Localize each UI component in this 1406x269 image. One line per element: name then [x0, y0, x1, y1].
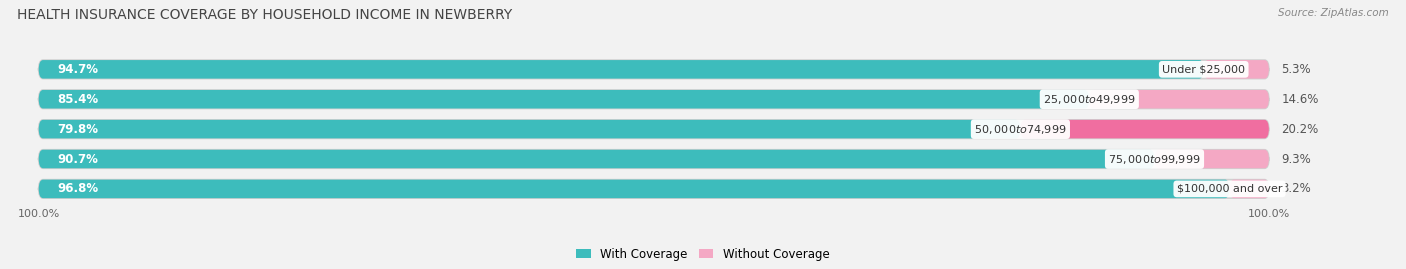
Text: 94.7%: 94.7%: [58, 63, 98, 76]
FancyBboxPatch shape: [39, 60, 1268, 79]
FancyBboxPatch shape: [1090, 90, 1268, 108]
Legend: With Coverage, Without Coverage: With Coverage, Without Coverage: [572, 243, 834, 265]
Text: Under $25,000: Under $25,000: [1163, 64, 1246, 74]
Text: $100,000 and over: $100,000 and over: [1177, 184, 1282, 194]
FancyBboxPatch shape: [39, 90, 1268, 108]
Text: HEALTH INSURANCE COVERAGE BY HOUSEHOLD INCOME IN NEWBERRY: HEALTH INSURANCE COVERAGE BY HOUSEHOLD I…: [17, 8, 512, 22]
FancyBboxPatch shape: [39, 120, 1021, 138]
Text: $25,000 to $49,999: $25,000 to $49,999: [1043, 93, 1136, 106]
FancyBboxPatch shape: [39, 150, 1268, 168]
Text: 5.3%: 5.3%: [1281, 63, 1310, 76]
FancyBboxPatch shape: [39, 180, 1229, 198]
FancyBboxPatch shape: [1154, 150, 1268, 168]
Text: 85.4%: 85.4%: [58, 93, 98, 106]
FancyBboxPatch shape: [1204, 60, 1268, 79]
Text: 3.2%: 3.2%: [1281, 182, 1310, 195]
FancyBboxPatch shape: [39, 150, 1154, 168]
Text: 100.0%: 100.0%: [1247, 209, 1291, 219]
Text: 90.7%: 90.7%: [58, 153, 98, 165]
Text: $50,000 to $74,999: $50,000 to $74,999: [974, 123, 1067, 136]
Text: 14.6%: 14.6%: [1281, 93, 1319, 106]
FancyBboxPatch shape: [39, 180, 1268, 198]
FancyBboxPatch shape: [39, 120, 1268, 138]
FancyBboxPatch shape: [39, 90, 1090, 108]
FancyBboxPatch shape: [1021, 120, 1268, 138]
Text: $75,000 to $99,999: $75,000 to $99,999: [1108, 153, 1201, 165]
Text: 100.0%: 100.0%: [17, 209, 60, 219]
Text: Source: ZipAtlas.com: Source: ZipAtlas.com: [1278, 8, 1389, 18]
Text: 9.3%: 9.3%: [1281, 153, 1310, 165]
Text: 96.8%: 96.8%: [58, 182, 98, 195]
Text: 79.8%: 79.8%: [58, 123, 98, 136]
FancyBboxPatch shape: [1229, 180, 1268, 198]
FancyBboxPatch shape: [39, 60, 1204, 79]
Text: 20.2%: 20.2%: [1281, 123, 1319, 136]
